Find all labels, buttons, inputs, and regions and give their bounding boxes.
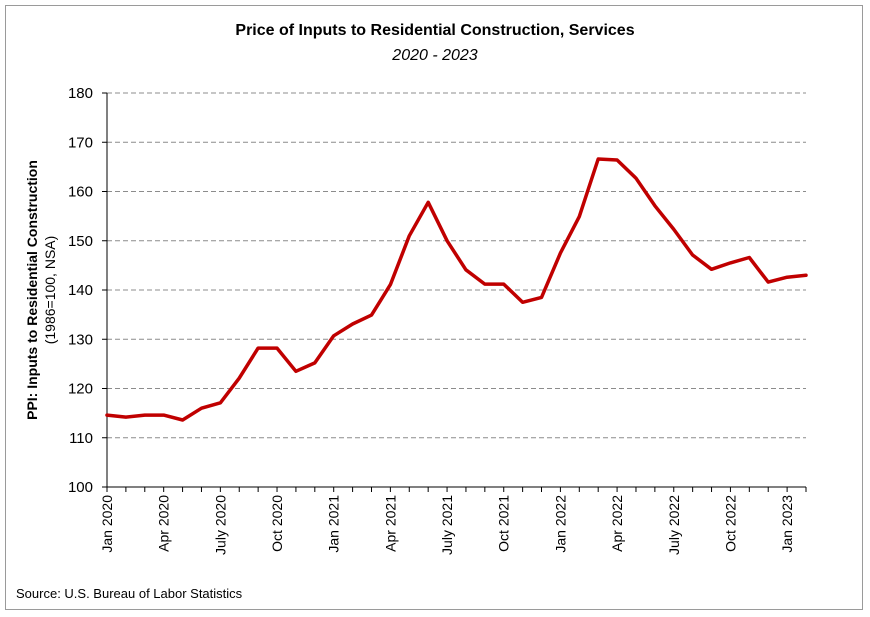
series-layer xyxy=(105,157,808,422)
x-tick-label: Jan 2022 xyxy=(552,495,568,553)
x-tick-label: Oct 2021 xyxy=(496,495,512,552)
x-tick-label: Jan 2023 xyxy=(779,495,795,553)
y-tick-label: 110 xyxy=(69,430,93,447)
x-tick-label: Apr 2021 xyxy=(382,495,398,552)
x-tick-label: July 2020 xyxy=(212,495,228,555)
y-tick-label: 180 xyxy=(68,85,93,102)
y-tick-label: 100 xyxy=(68,479,93,496)
source-note: Source: U.S. Bureau of Labor Statistics xyxy=(16,586,243,601)
y-tick-label: 160 xyxy=(68,184,93,201)
gridlines xyxy=(107,92,806,439)
y-tick-label: 120 xyxy=(68,381,93,398)
x-tick-label: Apr 2020 xyxy=(156,495,172,552)
x-tick-label: Jan 2020 xyxy=(99,495,115,553)
x-axis-ticks: Jan 2020 Apr 2020 July 2020 Oct 2020 Jan 202… xyxy=(99,487,807,555)
y-tick-label: 150 xyxy=(68,233,93,250)
x-tick-label: July 2022 xyxy=(666,495,682,555)
x-tick-label: July 2021 xyxy=(439,495,455,555)
y-tick-label: 170 xyxy=(68,134,93,151)
chart-frame xyxy=(5,5,863,610)
x-tick-label: Apr 2022 xyxy=(609,495,625,552)
y-axis-label: PPI: Inputs to Residential Construction xyxy=(24,160,40,420)
y-axis-ticks: 100 110 120 130 140 150 160 170 180 xyxy=(68,85,107,496)
x-tick-label: Jan 2021 xyxy=(326,495,342,553)
x-tick-label: Oct 2020 xyxy=(269,495,285,552)
y-tick-label: 140 xyxy=(68,282,93,299)
series-line xyxy=(105,157,808,422)
chart-title: Price of Inputs to Residential Construct… xyxy=(235,22,635,39)
x-tick-label: Oct 2022 xyxy=(722,495,738,552)
y-axis-sublabel: (1986=100, NSA) xyxy=(42,236,58,345)
chart-subtitle: 2020 - 2023 xyxy=(392,47,478,64)
y-tick-label: 130 xyxy=(68,331,93,348)
